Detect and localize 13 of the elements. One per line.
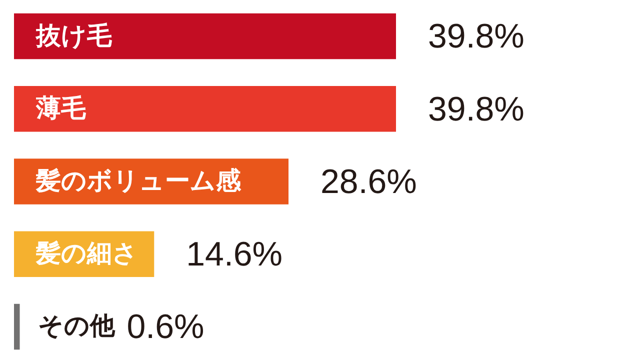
data-label: 39.8% bbox=[428, 90, 524, 128]
data-label: 14.6% bbox=[186, 235, 283, 274]
y-tick-label: 抜け毛 bbox=[35, 20, 113, 50]
data-label: 0.6% bbox=[126, 308, 204, 346]
y-tick-label: 薄毛 bbox=[35, 93, 87, 122]
bar bbox=[14, 304, 20, 350]
data-label: 39.8% bbox=[428, 18, 524, 56]
y-tick-label: その他 bbox=[38, 311, 116, 340]
y-tick-label: 髪の細さ bbox=[35, 238, 138, 268]
bar bbox=[14, 86, 396, 132]
y-tick-label: 髪のボリューム感 bbox=[35, 166, 242, 195]
bar bbox=[14, 13, 396, 60]
data-label: 28.6% bbox=[320, 162, 417, 201]
